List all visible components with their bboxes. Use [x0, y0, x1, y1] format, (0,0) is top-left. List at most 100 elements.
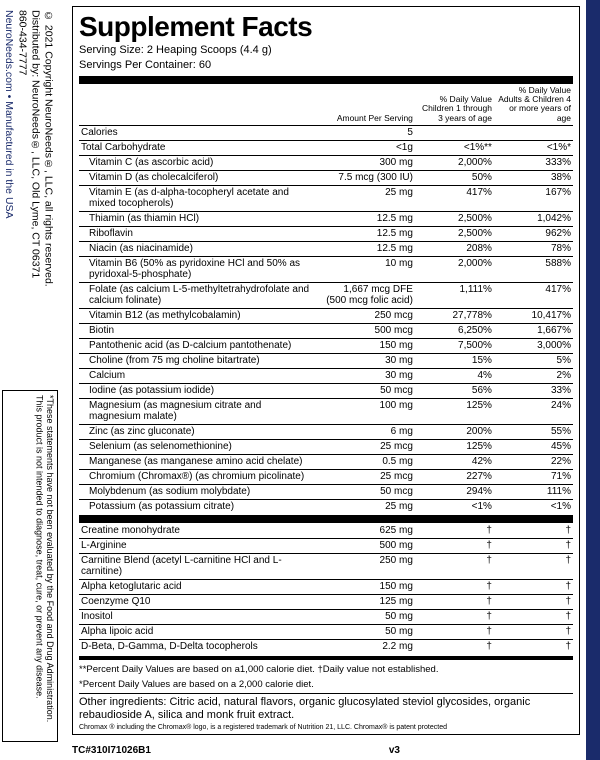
table-row: Alpha ketoglutaric acid150 mg†† — [79, 579, 573, 594]
dv2-cell: 33% — [494, 383, 573, 398]
dv1-cell: <1% — [415, 499, 494, 514]
table-row: Vitamin E (as d-alpha-tocopheryl acetate… — [79, 185, 573, 211]
table-row: Calories5 — [79, 125, 573, 140]
serving-size: Serving Size: 2 Heaping Scoops (4.4 g) — [79, 44, 573, 58]
nutrient-name: L-Arginine — [79, 538, 316, 553]
nutrient-name: Zinc (as zinc gluconate) — [79, 424, 316, 439]
dv1-cell: † — [415, 639, 494, 654]
table-row: Vitamin D (as cholecalciferol)7.5 mcg (3… — [79, 170, 573, 185]
dv1-cell: 2,000% — [415, 256, 494, 282]
table-row: Zinc (as zinc gluconate)6 mg200%55% — [79, 424, 573, 439]
table-row: Total Carbohydrate<1g<1%**<1%* — [79, 140, 573, 155]
table-row: Vitamin B6 (50% as pyridoxine HCl and 50… — [79, 256, 573, 282]
nutrient-name: Magnesium (as magnesium citrate and magn… — [79, 398, 316, 424]
nutrient-name: Folate (as calcium L-5-methyltetrahydrof… — [79, 282, 316, 308]
col-blank — [79, 86, 316, 126]
rule-thick-2 — [79, 515, 573, 523]
dv2-cell: † — [494, 538, 573, 553]
dv1-cell: 15% — [415, 353, 494, 368]
amount-cell: 0.5 mg — [316, 454, 415, 469]
nutrient-name: Riboflavin — [79, 226, 316, 241]
table-row: Selenium (as selenomethionine)25 mcg125%… — [79, 439, 573, 454]
dv1-cell: 294% — [415, 484, 494, 499]
dv2-cell: † — [494, 639, 573, 654]
dv1-cell: † — [415, 594, 494, 609]
dv2-cell: 333% — [494, 155, 573, 170]
separator-dot: • — [3, 92, 15, 102]
amount-cell: 25 mg — [316, 185, 415, 211]
dv2-cell: 962% — [494, 226, 573, 241]
dv1-cell: 125% — [415, 439, 494, 454]
amount-cell: 30 mg — [316, 368, 415, 383]
table-row: Vitamin B12 (as methylcobalamin)250 mcg2… — [79, 308, 573, 323]
supplement-facts-panel: Supplement Facts Serving Size: 2 Heaping… — [72, 6, 580, 735]
nutrient-name: Vitamin B6 (50% as pyridoxine HCl and 50… — [79, 256, 316, 282]
table-row: Carnitine Blend (acetyl L-carnitine HCl … — [79, 553, 573, 579]
amount-cell: 1,667 mcg DFE (500 mcg folic acid) — [316, 282, 415, 308]
amount-cell: 12.5 mg — [316, 241, 415, 256]
dv2-cell: † — [494, 594, 573, 609]
table-row: Potassium (as potassium citrate)25 mg<1%… — [79, 499, 573, 514]
dv2-cell: 78% — [494, 241, 573, 256]
dv1-cell — [415, 125, 494, 140]
amount-cell: 6 mg — [316, 424, 415, 439]
dv1-cell: 2,500% — [415, 211, 494, 226]
dv2-cell: 588% — [494, 256, 573, 282]
dv1-cell: 208% — [415, 241, 494, 256]
table-row: Iodine (as potassium iodide)50 mcg56%33% — [79, 383, 573, 398]
col-dv1: % Daily Value Children 1 through 3 years… — [415, 86, 494, 126]
table-row: Calcium30 mg4%2% — [79, 368, 573, 383]
col-dv2: % Daily Value Adults & Children 4 or mor… — [494, 86, 573, 126]
nutrient-name: Chromium (Chromax®) (as chromium picolin… — [79, 469, 316, 484]
nutrient-name: Molybdenum (as sodium molybdate) — [79, 484, 316, 499]
dv1-cell: † — [415, 609, 494, 624]
amount-cell: 500 mcg — [316, 323, 415, 338]
dv2-cell: 417% — [494, 282, 573, 308]
nutrient-name: Total Carbohydrate — [79, 140, 316, 155]
dv2-cell: 45% — [494, 439, 573, 454]
dv1-cell: 2,500% — [415, 226, 494, 241]
copyright-line: © 2021 Copyright NeuroNeeds®, LLC, all r… — [41, 10, 54, 370]
amount-cell: 150 mg — [316, 338, 415, 353]
table-row: Manganese (as manganese amino acid chela… — [79, 454, 573, 469]
amount-cell: 50 mg — [316, 609, 415, 624]
servings-per: Servings Per Container: 60 — [79, 59, 573, 73]
dv1-cell: 50% — [415, 170, 494, 185]
panel-title: Supplement Facts — [79, 11, 573, 43]
left-sidebar: © 2021 Copyright NeuroNeeds®, LLC, all r… — [0, 0, 72, 760]
dv1-cell: † — [415, 579, 494, 594]
dv1-cell: † — [415, 524, 494, 539]
amount-cell: 50 mcg — [316, 383, 415, 398]
table-row: Folate (as calcium L-5-methyltetrahydrof… — [79, 282, 573, 308]
table-row: Pantothenic acid (as D-calcium pantothen… — [79, 338, 573, 353]
amount-cell: 10 mg — [316, 256, 415, 282]
nutrient-name: Choline (from 75 mg choline bitartrate) — [79, 353, 316, 368]
rule-med — [79, 656, 573, 660]
table-row: D-Beta, D-Gamma, D-Delta tocopherols2.2 … — [79, 639, 573, 654]
dv1-cell: 7,500% — [415, 338, 494, 353]
nutrient-name: Niacin (as niacinamide) — [79, 241, 316, 256]
phone-line: 860-434-7777 — [15, 10, 28, 370]
dv1-cell: 417% — [415, 185, 494, 211]
mfg-text: Manufactured in the USA — [3, 101, 15, 218]
nutrient-name: Vitamin B12 (as methylcobalamin) — [79, 308, 316, 323]
table-row: Vitamin C (as ascorbic acid)300 mg2,000%… — [79, 155, 573, 170]
nutrient-name: Vitamin C (as ascorbic acid) — [79, 155, 316, 170]
nutrient-name: Creatine monohydrate — [79, 524, 316, 539]
amount-cell: 25 mcg — [316, 439, 415, 454]
dv2-cell: 71% — [494, 469, 573, 484]
amount-cell: 150 mg — [316, 579, 415, 594]
amount-cell: 50 mg — [316, 624, 415, 639]
dv2-cell: 10,417% — [494, 308, 573, 323]
table-row: Chromium (Chromax®) (as chromium picolin… — [79, 469, 573, 484]
website-link[interactable]: NeuroNeeds.com — [3, 10, 15, 92]
distributed-line: Distributed by: NeuroNeeds®, LLC, Old Ly… — [28, 10, 41, 370]
col-amount: Amount Per Serving — [316, 86, 415, 126]
company-info: © 2021 Copyright NeuroNeeds®, LLC, all r… — [2, 10, 55, 370]
dv2-cell: 111% — [494, 484, 573, 499]
dv1-cell: 27,778% — [415, 308, 494, 323]
dv1-cell: 2,000% — [415, 155, 494, 170]
amount-cell: 30 mg — [316, 353, 415, 368]
table-row: L-Arginine500 mg†† — [79, 538, 573, 553]
amount-cell: 250 mg — [316, 553, 415, 579]
